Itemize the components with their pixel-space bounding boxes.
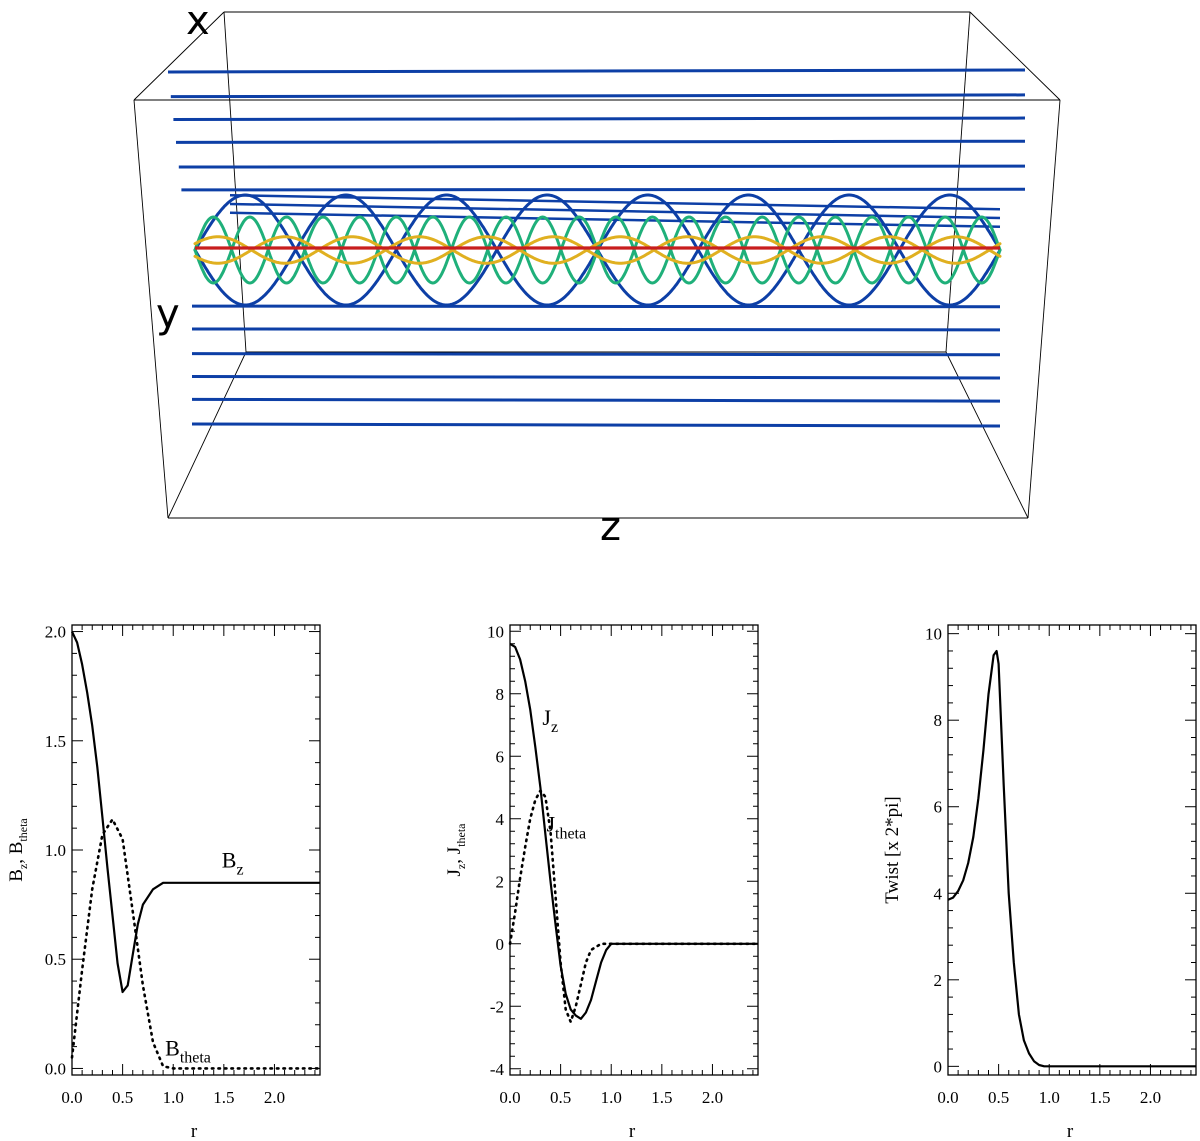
x-tick-label: 2.0 [264,1088,285,1107]
y-tick-label: 4 [934,884,943,903]
outer-field-line [173,116,1026,122]
series-twist [947,649,1196,1068]
box-edge [969,11,1061,101]
plot-frame [947,624,1197,1076]
helix-field-line-green-2 [193,215,1002,285]
x-tick-label: 0.5 [988,1088,1009,1107]
series-b-theta [70,818,322,1070]
y-tick-label: 0.0 [45,1059,66,1078]
series-j-z [509,642,758,1020]
outer-field-line [191,304,1001,309]
plot-b-profile: 0.0 0.5 1.0 1.5 2.0 0.0 0.5 1.0 1.5 2.0 r Bz, Bthet… [6,623,322,1141]
outer-field-line [170,93,1026,99]
x-tick-label: 1.0 [163,1088,184,1107]
flux-tube-3d-view: x y z [133,0,1061,550]
box-edge [133,99,169,519]
plot-frame [509,624,759,1076]
x-tick-label: 1.0 [1039,1088,1060,1107]
x-tick-label: 2.0 [702,1088,723,1107]
y-tick-label: 6 [496,747,505,766]
curve-label: Bz [222,847,244,878]
plot-frame [71,624,321,1076]
y-tick-label: 6 [934,798,943,817]
y-tick-label: 0.5 [45,950,66,969]
curve-label: Jz [542,705,558,736]
outer-field-line [175,139,1026,144]
x-tick-label: 1.0 [601,1088,622,1107]
bounding-box [133,11,1061,519]
y-tick-label: 2 [496,872,505,891]
box-edge [223,11,247,353]
outer-field-line [191,422,1001,428]
outer-field-line [191,352,1001,357]
y-tick-label: 1.5 [45,732,66,751]
y-axis-label: Twist [x 2*pi] [882,796,903,903]
helix-field-line-yellow-2 [193,235,1002,265]
y-axis-label: Bz, Btheta [6,818,30,882]
helix-field-line-yellow [193,235,1002,265]
series-b-z [71,631,320,994]
axis-label-x: x [186,0,210,44]
x-axis-label: r [1067,1121,1074,1141]
x-tick-label: 0.5 [112,1088,133,1107]
y-tick-label: 0 [496,935,505,954]
box-edge [945,11,971,353]
series-j-theta [508,789,760,1024]
box-edge [167,351,247,519]
x-tick-label: 0.0 [61,1088,82,1107]
field-lines [167,68,1026,428]
curve-label: Jtheta [546,811,586,842]
x-tick-label: 0.0 [937,1088,958,1107]
axis-label-y: y [156,291,180,337]
x-axis-label: r [629,1121,636,1141]
outer-field-line [181,187,1026,192]
box-edge [945,351,1029,519]
y-tick-label: 8 [934,711,943,730]
x-tick-label: 1.5 [651,1088,672,1107]
y-tick-label: 4 [496,810,505,829]
outer-field-line [178,164,1026,169]
outer-field-line [167,68,1026,74]
x-tick-label: 2.0 [1140,1088,1161,1107]
box-edge [133,11,225,101]
x-tick-label: 0.5 [550,1088,571,1107]
y-tick-label: 2 [934,971,943,990]
curve-label: Btheta [165,1035,211,1066]
x-tick-label: 1.5 [1089,1088,1110,1107]
y-tick-label: 1.0 [45,841,66,860]
outer-field-line [191,327,1001,332]
y-tick-label: -4 [490,1060,505,1079]
plot-twist-profile: 0.0 0.5 1.0 1.5 2.0 0 2 4 6 8 10 r Twist [x 2*pi] [882,624,1197,1141]
box-edge [1027,99,1061,519]
axis-label-z: z [600,504,621,550]
x-tick-label: 0.0 [499,1088,520,1107]
y-tick-label: 8 [496,685,505,704]
outer-field-line [191,397,1001,403]
y-tick-label: 0 [934,1057,943,1076]
outer-field-line [191,374,1001,380]
y-axis-label: Jz, Jtheta [444,823,468,877]
y-tick-label: 10 [925,625,942,644]
plot-j-profile: 0.0 0.5 1.0 1.5 2.0 -4 -2 0 2 4 6 8 10 r Jz, Jtheta Jz J… [444,622,760,1141]
y-tick-label: -2 [490,997,504,1016]
x-axis-label: r [191,1121,198,1141]
x-tick-label: 1.5 [213,1088,234,1107]
y-tick-label: 10 [487,622,504,641]
y-tick-label: 2.0 [45,623,66,642]
